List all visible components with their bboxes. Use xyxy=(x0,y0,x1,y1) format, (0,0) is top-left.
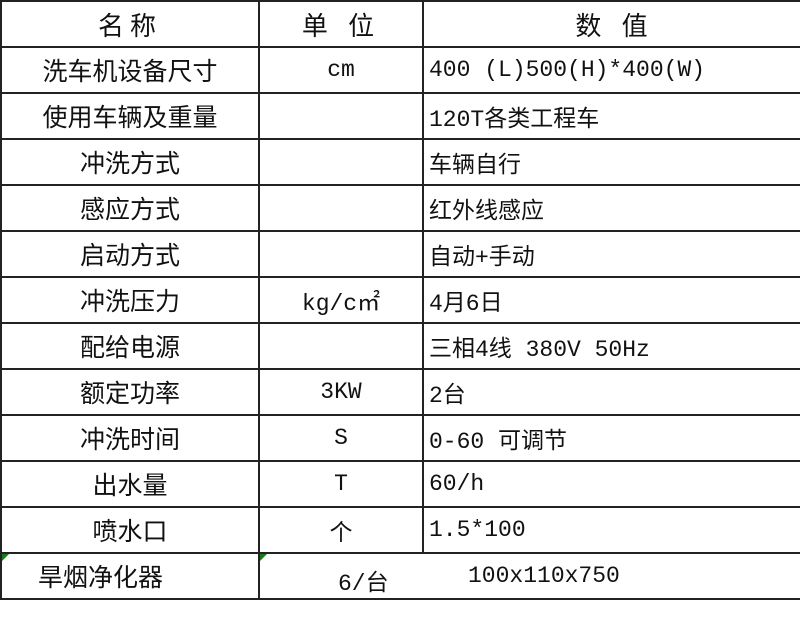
table-row: 冲洗压力 kg/c㎡ 4月6日 xyxy=(0,276,800,324)
table-row: 使用车辆及重量 120T各类工程车 xyxy=(0,92,800,140)
table-row: 出水量 T 60/h xyxy=(0,460,800,508)
cell-value[interactable]: 60/h xyxy=(422,460,800,508)
cell-value[interactable]: 自动+手动 xyxy=(422,230,800,278)
table-row: 喷水口个 1.5*100 xyxy=(0,506,800,554)
cell-unit[interactable] xyxy=(258,322,424,370)
cell-name[interactable]: 使用车辆及重量 xyxy=(0,92,260,140)
cell-unit[interactable]: cm xyxy=(258,46,424,94)
header-unit[interactable]: 单 位 xyxy=(258,0,424,48)
cell-quantity: 6/台 xyxy=(338,571,389,597)
cell-unit[interactable]: 个 xyxy=(258,506,424,554)
cell-unit[interactable] xyxy=(258,230,424,278)
table-row-last: 旱烟净化器 6/台 100x110x750 xyxy=(0,552,800,600)
cell-marker-icon xyxy=(261,555,267,561)
header-value[interactable]: 数 值 xyxy=(422,0,800,48)
cell-name[interactable]: 感应方式 xyxy=(0,184,260,232)
cell-value[interactable]: 红外线感应 xyxy=(422,184,800,232)
cell-unit[interactable]: S xyxy=(258,414,424,462)
cell-unit[interactable] xyxy=(258,184,424,232)
cell-name[interactable]: 喷水口 xyxy=(0,506,260,554)
cell-name[interactable]: 冲洗时间 xyxy=(0,414,260,462)
cell-value[interactable]: 2台 xyxy=(422,368,800,416)
table-row: 额定功率 3KW 2台 xyxy=(0,368,800,416)
cell-unit[interactable]: T xyxy=(258,460,424,508)
cell-value[interactable]: 120T各类工程车 xyxy=(422,92,800,140)
header-name[interactable]: 名称 xyxy=(0,0,260,48)
cell-unit[interactable]: 3KW xyxy=(258,368,424,416)
table-row: 冲洗方式 车辆自行 xyxy=(0,138,800,186)
cell-value[interactable]: 车辆自行 xyxy=(422,138,800,186)
table-row: 感应方式 红外线感应 xyxy=(0,184,800,232)
table-row: 启动方式 自动+手动 xyxy=(0,230,800,278)
header-row: 名称 单 位 数 值 xyxy=(0,0,800,48)
cell-unit[interactable]: kg/c㎡ xyxy=(258,276,424,324)
table-row: 洗车机设备尺寸 cm 400 (L)500(H)*400(W) xyxy=(0,46,800,94)
cell-name[interactable]: 冲洗方式 xyxy=(0,138,260,186)
spec-table: 名称 单 位 数 值 洗车机设备尺寸 cm 400 (L)500(H)*400(W)… xyxy=(0,0,800,600)
cell-name[interactable]: 洗车机设备尺寸 xyxy=(0,46,260,94)
cell-name[interactable]: 额定功率 xyxy=(0,368,260,416)
cell-name[interactable]: 出水量 xyxy=(0,460,260,508)
cell-name[interactable]: 旱烟净化器 xyxy=(0,552,260,600)
cell-name[interactable]: 启动方式 xyxy=(0,230,260,278)
cell-marker-icon xyxy=(3,555,9,561)
cell-name-text: 旱烟净化器 xyxy=(38,563,164,592)
cell-value[interactable]: 4月6日 xyxy=(422,276,800,324)
cell-value[interactable]: 三相4线 380V 50Hz xyxy=(422,322,800,370)
cell-merged[interactable]: 6/台 100x110x750 xyxy=(258,552,800,600)
cell-unit[interactable] xyxy=(258,92,424,140)
cell-name[interactable]: 冲洗压力 xyxy=(0,276,260,324)
cell-value[interactable]: 0-60 可调节 xyxy=(422,414,800,462)
cell-dimensions: 100x110x750 xyxy=(468,563,620,589)
cell-value[interactable]: 1.5*100 xyxy=(422,506,800,554)
cell-name[interactable]: 配给电源 xyxy=(0,322,260,370)
cell-value[interactable]: 400 (L)500(H)*400(W) xyxy=(422,46,800,94)
table-row: 冲洗时间 S 0-60 可调节 xyxy=(0,414,800,462)
cell-unit[interactable] xyxy=(258,138,424,186)
table-row: 配给电源 三相4线 380V 50Hz xyxy=(0,322,800,370)
